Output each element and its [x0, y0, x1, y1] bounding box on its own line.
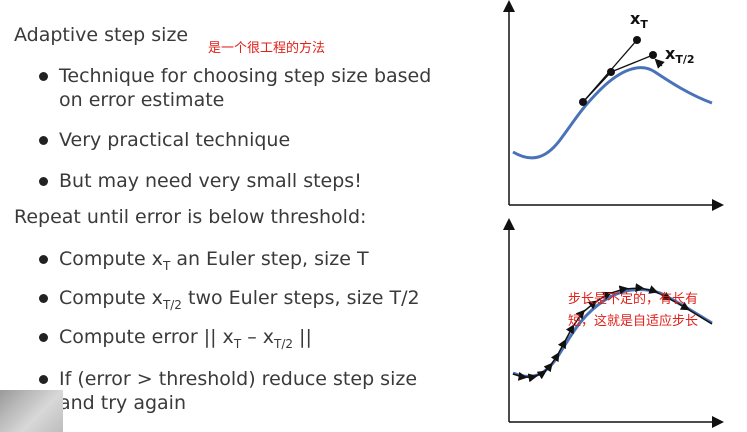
figure-euler-step: xT xT/2: [503, 0, 724, 211]
half-step-point: [607, 68, 615, 76]
bullet-dot: [39, 72, 48, 81]
solution-curve: [512, 66, 713, 160]
half-step-line-1: [582, 71, 612, 103]
bullet-compute-xT: Compute xT an Euler step, size T: [39, 247, 369, 278]
bullet-compute-xT2: Compute xT/2 two Euler steps, size T/2: [39, 286, 420, 317]
heading-adaptive-step-size: Adaptive step size: [14, 24, 189, 46]
bullet-practical: Very practical technique: [39, 128, 290, 152]
webcam-overlay: [0, 390, 63, 432]
xT-point: [633, 36, 641, 44]
half-step-line-2: [610, 54, 654, 73]
xT2-point: [649, 51, 657, 59]
annotation-engineering-method: 是一个很工程的方法: [208, 41, 326, 56]
heading-repeat: Repeat until error is below threshold:: [14, 206, 367, 228]
bullet-if-error: If (error > threshold) reduce step size …: [39, 367, 417, 415]
bullet-small-steps: But may need very small steps!: [39, 169, 362, 193]
bullet-compute-error: Compute error || xT – xT/2 ||: [39, 325, 312, 356]
figure-adaptive-steps: [503, 218, 724, 428]
label-xT2: xT/2: [665, 44, 695, 66]
label-xT: xT: [630, 9, 648, 31]
adaptive-step-polyline: [512, 283, 713, 383]
bullet-technique: Technique for choosing step size based o…: [39, 64, 431, 112]
start-point: [579, 98, 587, 106]
annotation-step-length: 步长是不定的，有长有 短，这就是自适应步长: [568, 292, 699, 329]
